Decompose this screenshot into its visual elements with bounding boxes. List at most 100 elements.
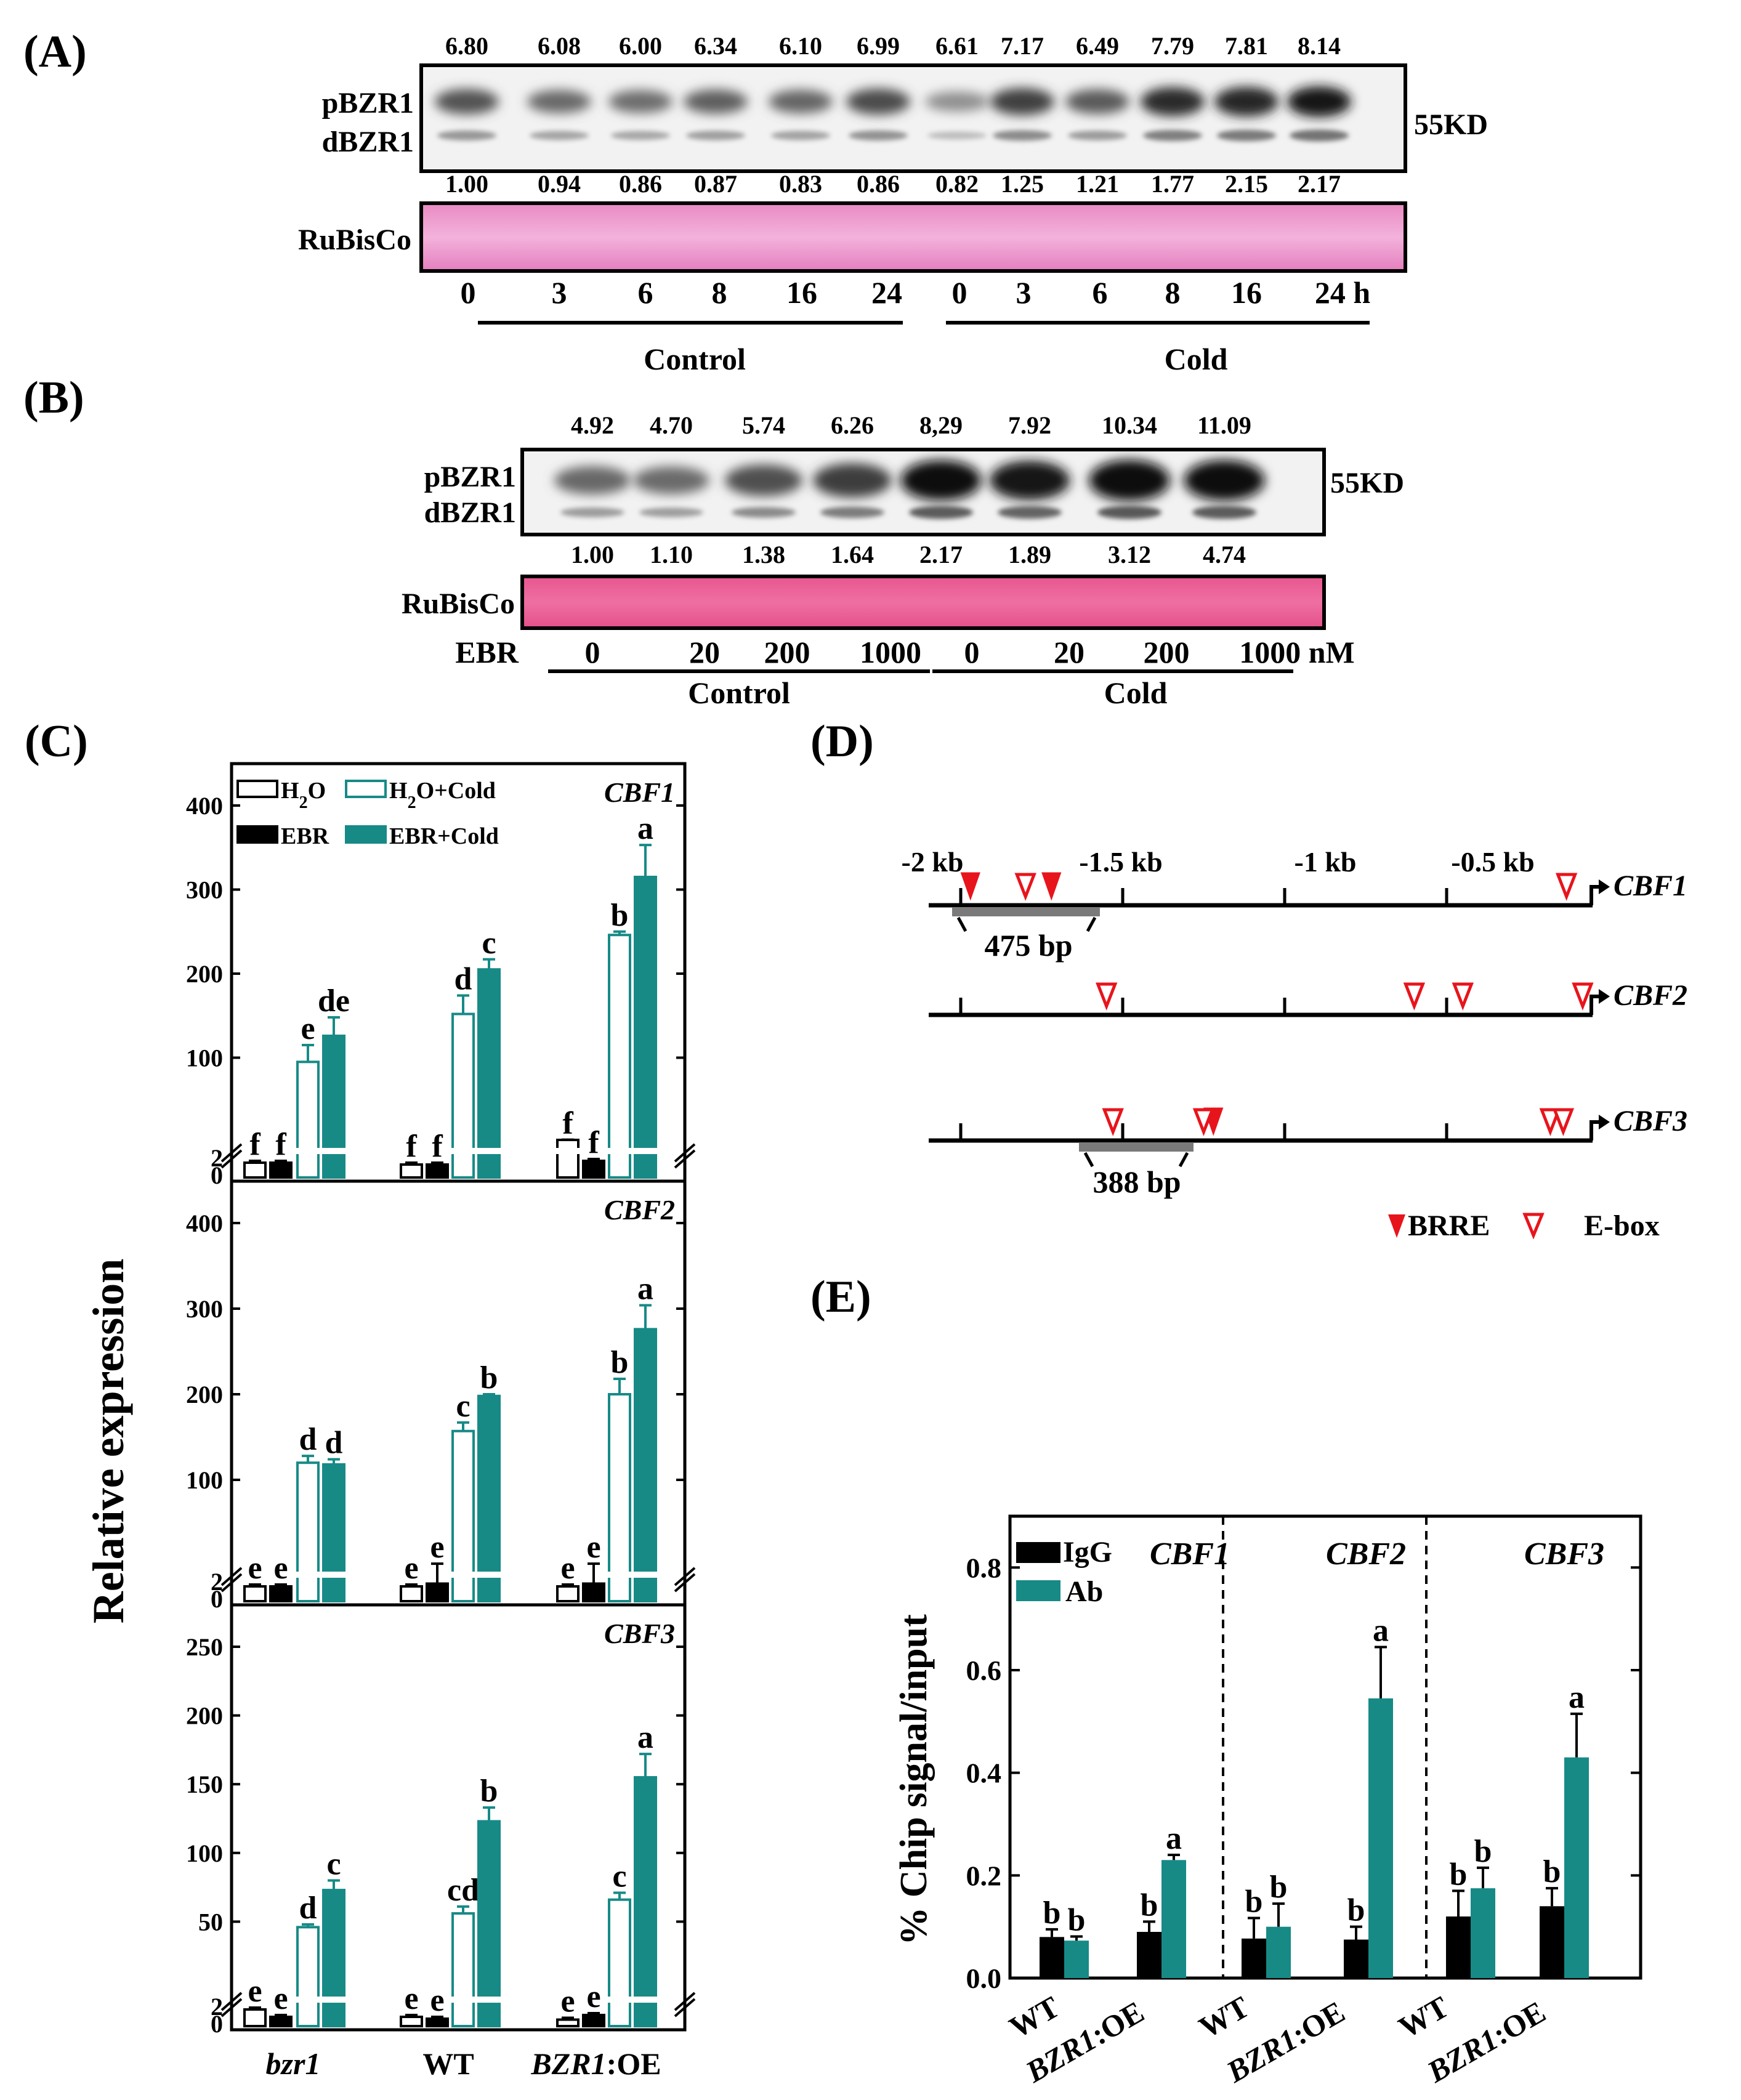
panel-b-bottom-value: 3.12 <box>1108 541 1151 568</box>
panel-e-bar-igg <box>1040 1937 1064 1978</box>
panel-c-bar-break <box>477 1572 501 1578</box>
panel-b-pbzr1-label: pBZR1 <box>424 461 516 493</box>
panel-c-bar <box>243 2008 267 2027</box>
panel-e-bar-igg <box>1446 1916 1471 1978</box>
panel-e-significance-letter: b <box>1543 1854 1561 1889</box>
panel-c-significance-letter: f <box>249 1127 261 1162</box>
panel-b-top-value: 5.74 <box>742 411 785 439</box>
panel-b-bottom-values: 1.00 1.10 1.38 1.64 2.17 1.89 3.12 4.74 <box>571 541 1246 568</box>
panel-c-legend-subscript: 2 <box>408 793 416 812</box>
panel-b-dbzr1-band <box>909 506 973 519</box>
panel-a-dbzr1-band <box>1217 129 1276 142</box>
panel-c-bar <box>634 1328 657 1603</box>
panel-d-gene-label: CBF3 <box>1614 1105 1687 1137</box>
panel-c-bar <box>400 1585 423 1602</box>
panel-b-dbzr1-band <box>1097 506 1161 519</box>
panel-c-significance-letter: e <box>273 1981 288 2016</box>
panel-c-significance-letter: e <box>301 1011 315 1046</box>
panel-d-ebox-marker <box>1102 1108 1124 1136</box>
panel-e-bar-igg <box>1242 1938 1266 1978</box>
panel-c-significance-letter: b <box>611 898 629 933</box>
panel-c-bar <box>608 1393 631 1602</box>
panel-b-dose-label: 0 <box>964 635 980 669</box>
panel-b-pbzr1-band <box>1089 459 1170 501</box>
panel-a-dbzr1-band <box>993 130 1052 141</box>
panel-a-pbzr1-label: pBZR1 <box>322 87 414 119</box>
panel-c-bar <box>322 1889 345 2027</box>
panel-c-significance-letter: e <box>586 1530 600 1565</box>
panel-d-ebox-marker <box>1452 982 1474 1011</box>
panel-c-legend-swatch <box>345 780 387 798</box>
panel-e-bar-ab <box>1266 1926 1291 1978</box>
panel-d-tss-arrowhead <box>1599 989 1610 1004</box>
panel-d-legend-ebox-label: E-box <box>1584 1210 1660 1242</box>
panel-a-timepoints: 0 3 6 8 16 24 0 3 6 8 16 24 h <box>461 275 1371 310</box>
panel-c-bar <box>426 2017 449 2027</box>
panel-a-dbzr1-band <box>530 131 589 140</box>
panel-d-promoter-maps: CBF1 CBF2 CBF3 475 bp 388 bp <box>929 870 1687 1199</box>
panel-c-bar <box>582 2014 605 2027</box>
panel-a-pbzr1-band <box>1287 86 1351 117</box>
panel-c-break-tick-label: 2 <box>211 1144 223 1172</box>
panel-d-label: (D) <box>810 716 874 767</box>
panel-b-dose-label: 200 <box>764 635 810 669</box>
panel-b-top-value: 11.09 <box>1197 411 1251 439</box>
panel-c-bar <box>322 1463 345 1602</box>
panel-e-xlabel: WT <box>1193 1989 1254 2045</box>
panel-c-ylabel: Relative expression <box>84 1259 133 1624</box>
panel-e-legend-igg-swatch <box>1016 1542 1060 1563</box>
panel-d-legend-ebox-marker <box>1522 1213 1545 1240</box>
panel-b-pbzr1-band <box>1184 459 1265 501</box>
panel-c-bar-break <box>633 1997 658 2003</box>
panel-a-top-value: 7.17 <box>1001 32 1044 60</box>
panel-a-pbzr1-band <box>608 90 673 113</box>
panel-e-ytick-label: 0.0 <box>966 1963 1002 1994</box>
panel-c-significance-letter: f <box>588 1125 599 1160</box>
panel-c-significance-letter: d <box>454 961 472 996</box>
panel-c-ytick-label: 200 <box>186 1702 223 1730</box>
panel-e-ytick-label: 0.6 <box>966 1655 1002 1686</box>
panel-e-bar-ab <box>1368 1698 1393 1978</box>
panel-a-bottom-value: 0.82 <box>935 170 979 198</box>
panel-c-gene-label: CBF3 <box>604 1618 675 1649</box>
panel-e-significance-letter: b <box>1270 1870 1288 1905</box>
panel-a-bottom-value: 1.77 <box>1151 170 1194 198</box>
panel-c-ytick-label: 200 <box>186 1381 223 1408</box>
panel-c-significance-letter: e <box>560 1551 575 1586</box>
panel-c-genotype-label: BZR1:OE <box>530 2046 661 2081</box>
panel-a-top-value: 6.08 <box>538 32 581 60</box>
panel-c-break-tick-label: 0 <box>211 2010 223 2038</box>
panel-a-dbzr1-band <box>1068 131 1127 140</box>
panel-a-top-value: 6.49 <box>1076 32 1119 60</box>
panel-c-significance-letter: d <box>299 1891 317 1926</box>
panel-e-bar-ab <box>1064 1940 1089 1978</box>
panel-d-ebox-marker <box>1403 982 1426 1011</box>
panel-b-bottom-value: 1.10 <box>650 541 693 568</box>
panel-d-row-cbf1: CBF1 <box>929 870 1687 908</box>
panel-d-fragment-label: 388 bp <box>1093 1165 1181 1199</box>
panel-a-time-label: 8 <box>1165 275 1181 310</box>
panel-e-xlabel-main: BZR1 <box>1421 2022 1504 2090</box>
panel-c-bar <box>426 1582 449 1602</box>
panel-c-significance-letter: f <box>406 1129 417 1164</box>
panel-e-significance-letter: b <box>1347 1893 1365 1928</box>
panel-b-pbzr1-band <box>989 461 1070 500</box>
panel-b-bands <box>554 459 1265 519</box>
panel-a-top-value: 7.81 <box>1225 32 1268 60</box>
panel-b-dbzr1-band <box>560 507 624 517</box>
panel-a-time-label: 16 <box>1231 275 1262 310</box>
panel-c-significance-letter: cd <box>447 1873 479 1908</box>
panel-c-bar <box>608 934 631 1179</box>
panel-c-significance-letter: e <box>273 1551 288 1586</box>
panel-c-genotype-main: bzr1 <box>266 2046 321 2081</box>
panel-a-blot <box>419 63 1407 173</box>
panel-a-dbzr1-band <box>1290 129 1349 142</box>
panel-b-dose-label: 20 <box>1054 635 1085 669</box>
panel-a-bottom-value: 0.83 <box>779 170 822 198</box>
panel-c-significance-letter: c <box>456 1389 470 1424</box>
panel-a-bottom-value: 2.15 <box>1225 170 1268 198</box>
panel-c-bar <box>243 1161 267 1179</box>
panel-c-significance-letter: a <box>637 811 653 846</box>
